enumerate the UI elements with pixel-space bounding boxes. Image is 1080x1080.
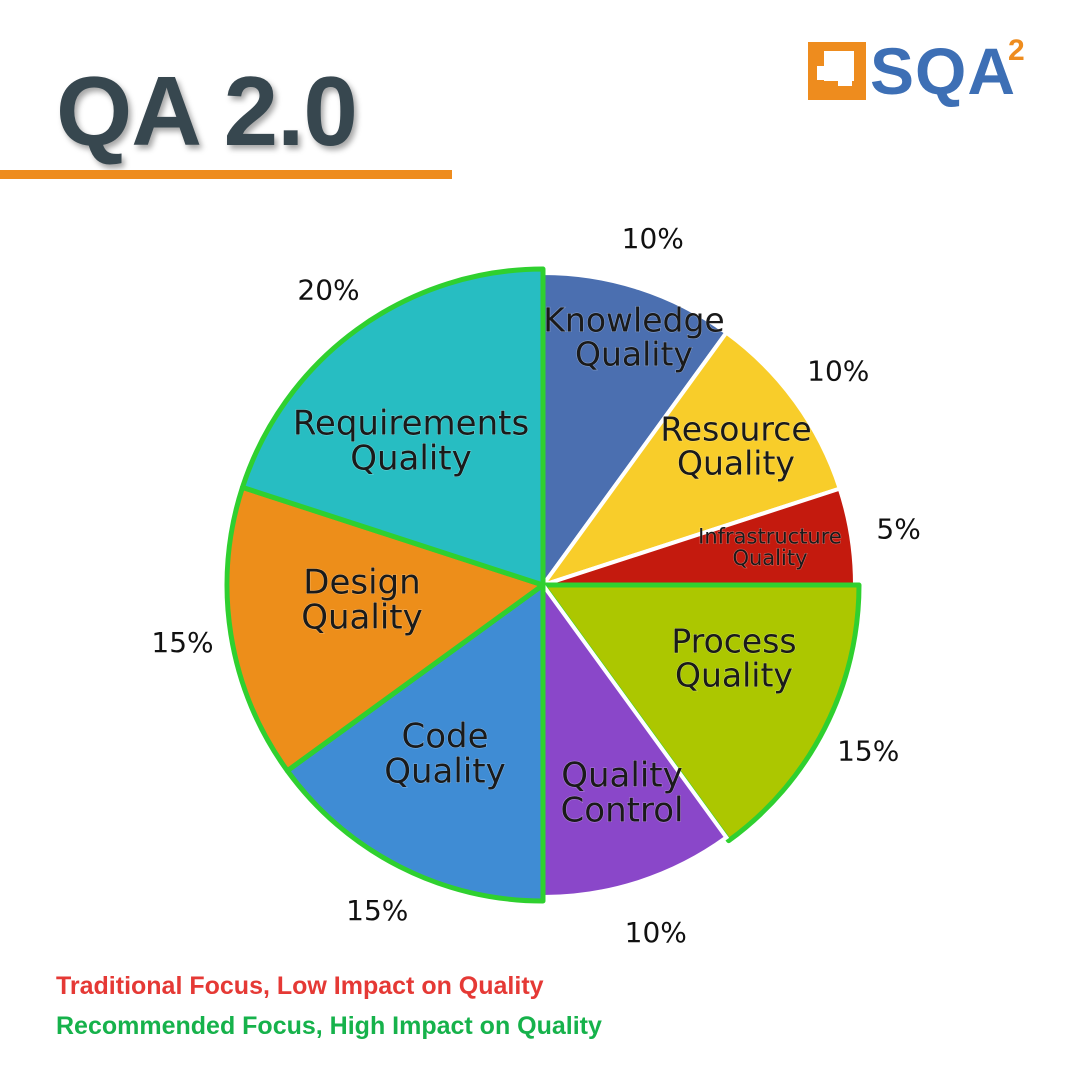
legend-item-traditional: Traditional Focus, Low Impact on Quality — [56, 972, 544, 1000]
pie-slice-design-quality — [224, 484, 546, 774]
slice-label: Code Quality — [384, 716, 506, 791]
slice-value-label: 20% — [297, 274, 359, 307]
slice-label: Infrastructure Quality — [698, 525, 842, 571]
slice-label: Requirements Quality — [293, 403, 529, 478]
pie-slice-resource-quality — [537, 329, 843, 589]
logo-superscript: 2 — [1008, 34, 1025, 67]
pie-slice-quality-control — [541, 578, 730, 900]
title-underline — [0, 170, 452, 179]
slice-value-label: 15% — [346, 894, 408, 927]
slice-value-label: 10% — [625, 916, 687, 949]
slice-value-label: 10% — [807, 355, 869, 388]
slice-label: Design Quality — [301, 562, 423, 637]
logo-mark-icon — [808, 42, 866, 100]
slice-value-label: 5% — [876, 513, 920, 546]
slice-label: Quality Control — [561, 755, 684, 830]
slice-value-label: 10% — [622, 222, 684, 255]
slice-label: Resource Quality — [660, 410, 811, 483]
logo-text: SQA — [870, 34, 1017, 108]
slice-label: Process Quality — [671, 622, 796, 695]
legend: Traditional Focus, Low Impact on Quality… — [56, 968, 602, 1048]
slice-value-label: 15% — [151, 626, 213, 659]
pie-slice-knowledge-quality — [541, 270, 730, 592]
pie-slice-process-quality — [540, 582, 862, 844]
pie-slice-code-quality — [284, 582, 546, 904]
slice-value-label: 15% — [837, 735, 899, 768]
sqa2-logo: SQA 2 — [808, 34, 1040, 108]
pie-slice-requirements-quality — [239, 266, 546, 588]
page-title: QA 2.0 — [56, 56, 358, 166]
legend-item-recommended: Recommended Focus, High Impact on Qualit… — [56, 1012, 602, 1040]
slice-label: Knowledge Quality — [543, 301, 724, 374]
